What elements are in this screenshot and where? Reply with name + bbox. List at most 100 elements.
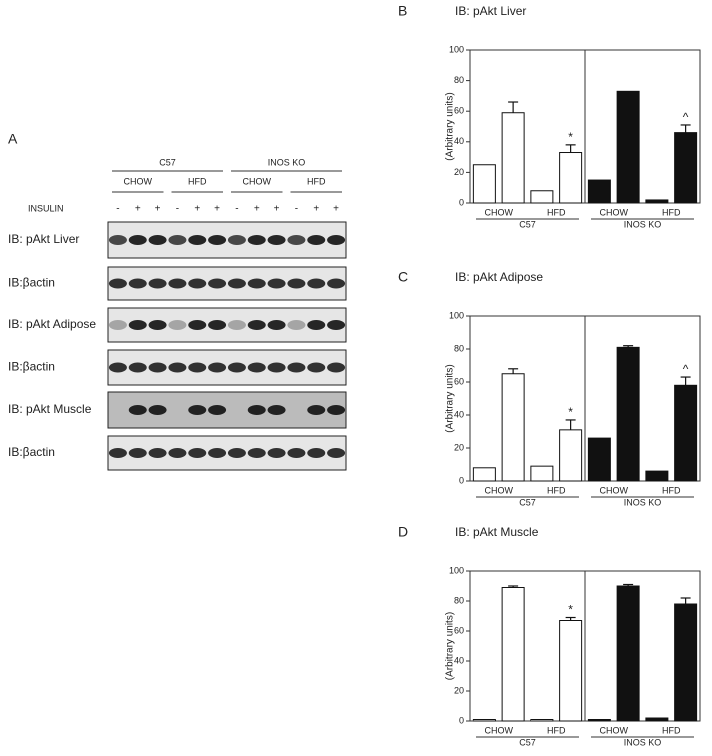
y-tick-label: 60 <box>454 376 464 386</box>
blot-group: INOS KO <box>268 157 306 167</box>
error-bar <box>680 376 691 386</box>
blot-band <box>267 448 286 458</box>
y-tick-label: 80 <box>454 75 464 85</box>
blot-band <box>148 278 167 289</box>
subgroup-label: HFD <box>547 207 566 217</box>
insulin-sign: + <box>135 204 141 215</box>
insulin-sign: - <box>295 204 298 215</box>
y-axis-label: (Arbitrary units) <box>445 92 456 160</box>
blot-row-label: IB: pAkt Liver <box>8 232 79 246</box>
blot-band <box>208 405 227 415</box>
subgroup-label: CHOW <box>600 485 629 495</box>
bar <box>472 719 496 722</box>
subgroup-label: CHOW <box>485 485 514 495</box>
blot-row-label: IB:βactin <box>8 276 55 290</box>
blot-band <box>208 235 227 245</box>
blot-band <box>227 362 246 373</box>
bar <box>616 346 640 482</box>
bar <box>616 585 640 722</box>
bar <box>559 152 583 204</box>
bar <box>645 470 669 482</box>
blot-band <box>148 448 167 458</box>
subgroup-label: HFD <box>662 207 681 217</box>
bar <box>674 603 698 722</box>
blot-band <box>227 235 246 245</box>
blot-band <box>307 278 326 289</box>
blot-band <box>247 362 266 373</box>
blot-band <box>108 362 127 373</box>
bar <box>530 465 554 482</box>
subgroup-label: CHOW <box>485 725 514 735</box>
error-bar <box>623 583 634 586</box>
bar <box>587 719 611 722</box>
error-bar <box>565 616 576 621</box>
bar <box>530 190 554 204</box>
blot-band <box>327 405 346 415</box>
insulin-sign: - <box>116 204 119 215</box>
insulin-sign: + <box>194 204 200 215</box>
y-tick-label: 40 <box>454 136 464 146</box>
blot-band <box>208 320 227 330</box>
bar <box>530 719 554 722</box>
chart-title: IB: pAkt Muscle <box>455 525 539 539</box>
significance-mark: ^ <box>683 110 689 124</box>
y-tick-label: 60 <box>454 106 464 116</box>
chart-title: IB: pAkt Liver <box>455 4 526 18</box>
y-tick-label: 100 <box>449 565 464 575</box>
blot-band <box>287 448 306 458</box>
bar <box>501 373 525 482</box>
y-tick-label: 20 <box>454 167 464 177</box>
group-label: INOS KO <box>624 737 662 747</box>
error-bar <box>508 368 519 374</box>
blot-band <box>128 320 147 330</box>
blot-frame <box>107 391 347 429</box>
panel-letter: B <box>398 3 407 19</box>
bar <box>501 112 525 204</box>
blot-band <box>267 405 286 415</box>
blot-diet: HFD <box>188 176 207 186</box>
blot-band <box>247 278 266 289</box>
bar <box>645 199 669 204</box>
blot-band <box>148 362 167 373</box>
blot-band <box>188 405 207 415</box>
blot-band <box>188 320 207 330</box>
blot-diet: CHOW <box>124 176 153 186</box>
blot-band <box>108 320 127 330</box>
subgroup-label: HFD <box>547 485 566 495</box>
blot-band <box>168 278 187 289</box>
group-label: INOS KO <box>624 497 662 507</box>
blot-band <box>208 362 227 373</box>
subgroup-label: CHOW <box>600 725 629 735</box>
group-label: C57 <box>519 497 536 507</box>
chart-title: IB: pAkt Adipose <box>455 270 543 284</box>
blot-row-label: IB:βactin <box>8 445 55 459</box>
blot-band <box>128 235 147 245</box>
blot-band <box>287 278 306 289</box>
blot-band <box>247 448 266 458</box>
blot-band <box>108 448 127 458</box>
y-axis-label: (Arbitrary units) <box>445 364 456 432</box>
blot-band <box>307 405 326 415</box>
bar <box>587 179 611 204</box>
blot-band <box>227 448 246 458</box>
blot-band <box>168 320 187 330</box>
y-tick-label: 80 <box>454 595 464 605</box>
y-tick-label: 100 <box>449 310 464 320</box>
blot-diet: HFD <box>307 176 326 186</box>
panel-letter: D <box>398 524 408 540</box>
insulin-sign: + <box>274 204 280 215</box>
bar <box>616 90 640 204</box>
bar <box>501 587 525 722</box>
blot-band <box>148 235 167 245</box>
subgroup-label: HFD <box>547 725 566 735</box>
panel-letter: A <box>8 131 18 147</box>
blot-band <box>327 448 346 458</box>
group-label: C57 <box>519 737 536 747</box>
y-tick-label: 0 <box>459 197 464 207</box>
blot-band <box>247 320 266 330</box>
insulin-sign: + <box>333 204 339 215</box>
blot-band <box>327 278 346 289</box>
blot-band <box>227 320 246 330</box>
blot-band <box>148 320 167 330</box>
blot-band <box>307 320 326 330</box>
